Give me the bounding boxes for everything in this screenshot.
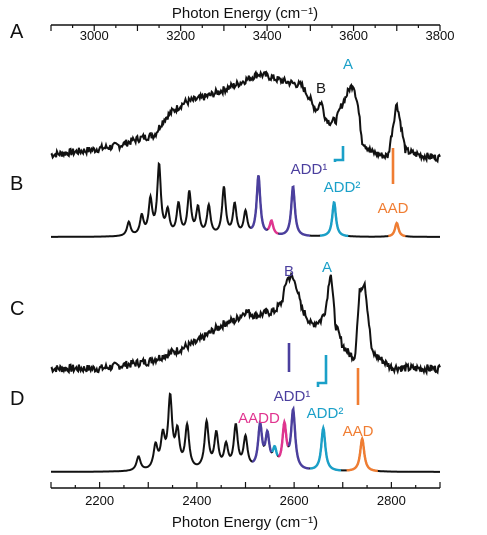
simulated-peak xyxy=(266,219,279,235)
axis-tick-label: 2400 xyxy=(182,493,211,508)
annotation-a-b: B xyxy=(316,80,326,97)
annotation-b-add2: ADD² xyxy=(324,179,361,196)
spectrum-line xyxy=(50,271,441,377)
simulated-peak xyxy=(252,420,265,463)
simulated-peak xyxy=(388,221,406,238)
annotation-d-aad: AAD xyxy=(343,423,374,440)
simulated-peak xyxy=(320,200,349,238)
panel-d-markers xyxy=(287,343,360,405)
axis-tick-label: 3000 xyxy=(80,28,109,43)
annotation-c-a: A xyxy=(322,259,332,276)
annotation-d-aadd: AADD xyxy=(238,410,280,427)
panel-label-b: B xyxy=(10,173,23,195)
axis-tick-label: 3600 xyxy=(339,28,368,43)
axis-tick-label: 2600 xyxy=(280,493,309,508)
simulated-spectrum-line xyxy=(51,392,440,473)
simulated-peak xyxy=(250,175,268,231)
top-axis-ticks: 3000 3200 3400 3600 3800 xyxy=(50,25,455,43)
axis-tick-label: 3400 xyxy=(253,28,282,43)
bottom-axis-title: Photon Energy (cm⁻¹) xyxy=(172,514,318,531)
add1-marker-b xyxy=(333,146,345,162)
annotation-d-add1: ADD¹ xyxy=(274,388,311,405)
annotation-b-add1: ADD¹ xyxy=(291,161,328,178)
panel-label-c: C xyxy=(10,298,24,320)
spectrum-line xyxy=(50,69,441,164)
simulated-peak xyxy=(278,418,290,458)
panel-c-trace xyxy=(50,271,441,377)
panel-a-trace xyxy=(50,69,441,164)
simulated-peak xyxy=(346,435,378,473)
axis-tick-label: 3800 xyxy=(426,28,455,43)
simulated-peak xyxy=(263,428,273,454)
panel-label-a: A xyxy=(10,21,24,43)
simulated-peak xyxy=(278,185,310,237)
add1-marker-d xyxy=(316,355,328,387)
top-axis-title: Photon Energy (cm⁻¹) xyxy=(172,5,318,22)
panel-b-trace xyxy=(51,161,440,238)
annotation-c-b: B xyxy=(284,263,294,280)
panel-label-d: D xyxy=(10,388,24,410)
bottom-axis-ticks: 2200 2400 2600 2800 xyxy=(50,482,441,508)
annotation-a-a: A xyxy=(343,56,353,73)
simulated-spectrum-line xyxy=(51,161,440,238)
panel-b-markers xyxy=(333,146,395,184)
axis-tick-label: 2200 xyxy=(85,493,114,508)
axis-tick-label: 3200 xyxy=(166,28,195,43)
simulated-peak xyxy=(309,423,342,472)
panel-d-trace xyxy=(51,392,440,473)
annotation-d-add2: ADD² xyxy=(307,405,344,422)
axis-tick-label: 2800 xyxy=(377,493,406,508)
simulated-peak xyxy=(287,405,310,470)
annotation-b-aad: AAD xyxy=(378,200,409,217)
simulated-peak xyxy=(271,444,279,457)
